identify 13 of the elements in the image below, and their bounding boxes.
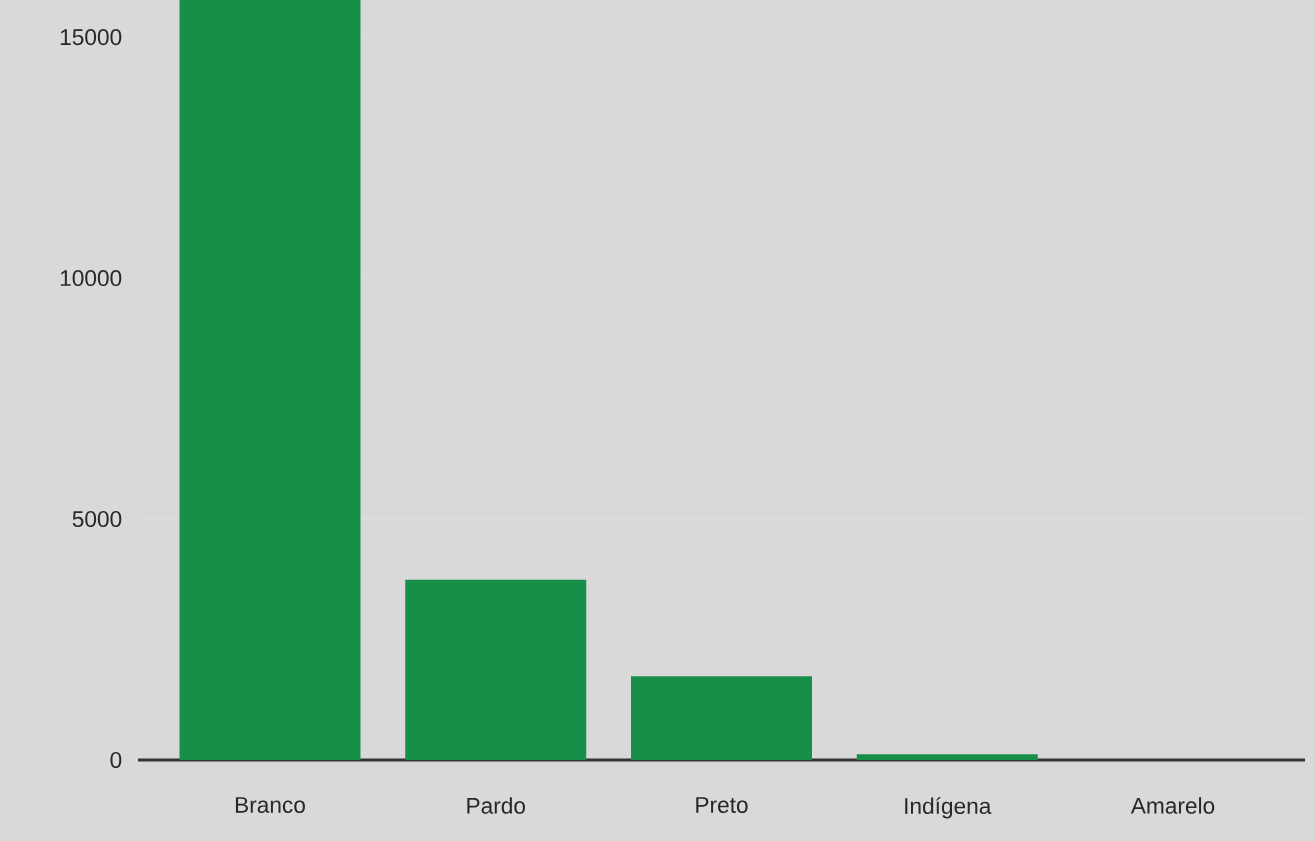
x-tick-label: Amarelo: [1130, 797, 1215, 814]
x-tick-label: Branco: [235, 797, 305, 813]
y-tick-label: 5000: [72, 510, 122, 528]
bar: [856, 754, 1038, 760]
y-tick-label: 15000: [60, 29, 122, 46]
bar: [405, 579, 587, 760]
y-tick-label: 0: [110, 751, 122, 769]
bar: [631, 676, 812, 760]
x-tick-label: Pardo: [467, 797, 526, 814]
y-tick-label: 10000: [60, 270, 122, 287]
bar: [179, 0, 361, 760]
x-tick-label: Indígena: [905, 797, 992, 819]
x-tick-label: Preto: [696, 797, 748, 813]
